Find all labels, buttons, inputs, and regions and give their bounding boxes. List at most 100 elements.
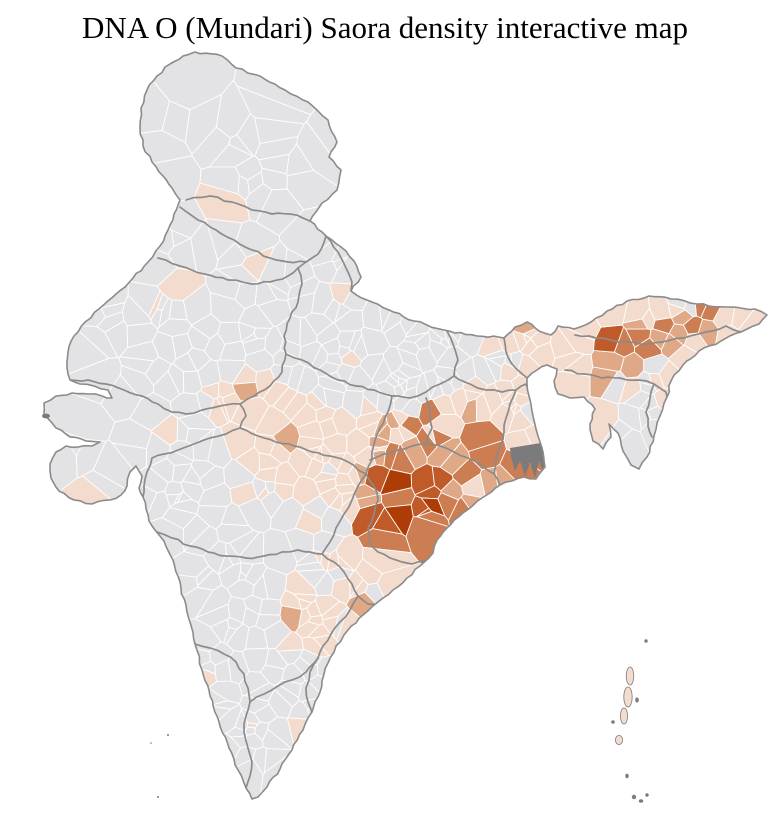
district-cell[interactable] [150,551,210,578]
district-cell[interactable] [334,483,357,495]
district-cell[interactable] [414,485,442,500]
islet[interactable] [157,796,159,798]
district-cell[interactable] [165,494,180,508]
district-cell[interactable] [520,338,538,356]
district-cell[interactable] [228,529,260,557]
district-cell[interactable] [731,168,770,331]
district-cell[interactable] [182,282,212,326]
district-cell[interactable] [215,241,247,270]
district-cell[interactable] [667,344,735,407]
district-cell[interactable] [626,44,697,310]
islet[interactable] [625,773,629,779]
district-cell[interactable] [223,626,237,645]
district-cell[interactable] [198,482,233,507]
district-cell[interactable] [294,561,325,572]
district-cell[interactable] [172,352,198,373]
islet[interactable] [631,794,637,800]
district-cell[interactable] [276,314,302,346]
district-cell[interactable] [256,486,270,501]
district-cell[interactable] [684,268,697,318]
island-district[interactable] [625,666,635,686]
district-cell[interactable] [381,221,447,334]
district-cell[interactable] [286,717,472,812]
district-cell[interactable] [277,649,304,665]
district-cell[interactable] [253,327,272,340]
district-cell[interactable] [399,220,448,336]
district-cell[interactable] [494,463,770,812]
district-cell[interactable] [435,83,489,343]
district-cell[interactable] [269,440,292,464]
district-cell[interactable] [71,324,119,359]
district-cell[interactable] [499,448,770,743]
district-cell[interactable] [30,629,211,717]
district-cell[interactable] [639,418,770,744]
district-cell[interactable] [622,237,650,324]
district-cell[interactable] [259,664,285,686]
island-district[interactable] [623,686,633,708]
district-cell[interactable] [307,674,503,743]
district-cell[interactable] [307,623,332,639]
district-cell[interactable] [700,145,770,322]
islet[interactable] [644,639,648,643]
district-cell[interactable] [398,377,407,386]
district-cell[interactable] [477,44,554,335]
district-cell[interactable] [76,438,107,479]
district-cell[interactable] [241,647,270,673]
district-cell[interactable] [331,44,612,285]
district-cell[interactable] [440,338,451,349]
district-cell[interactable] [234,282,258,310]
district-cell[interactable] [254,117,305,144]
district-cell[interactable] [499,362,519,382]
district-cell[interactable] [121,294,153,327]
district-cell[interactable] [171,463,192,484]
district-cell[interactable] [161,507,198,530]
islet[interactable] [638,799,644,803]
district-cell[interactable] [30,382,116,442]
district-cell[interactable] [30,733,241,813]
district-cell[interactable] [448,496,691,812]
district-cell[interactable] [30,475,124,689]
islet[interactable] [167,734,169,736]
district-cell[interactable] [251,574,269,600]
district-cell[interactable] [234,155,263,181]
islet[interactable] [645,793,649,797]
district-cell[interactable] [258,598,282,616]
district-cell[interactable] [376,562,770,812]
district-cell[interactable] [304,312,334,337]
district-cell[interactable] [484,357,502,383]
district-cell[interactable] [713,324,770,480]
district-cell[interactable] [227,596,247,624]
district-cell[interactable] [30,705,232,782]
district-cell[interactable] [406,374,421,391]
district-cell[interactable] [192,428,215,462]
district-cell[interactable] [119,340,160,362]
district-cell[interactable] [30,666,218,761]
district-cell[interactable] [312,471,338,483]
districts-layer[interactable] [30,44,770,812]
district-cell[interactable] [30,254,106,327]
district-cell[interactable] [56,207,175,255]
district-cell[interactable] [336,363,356,388]
island-district[interactable] [615,735,624,746]
district-cell[interactable] [545,226,602,342]
district-cell[interactable] [337,451,357,475]
district-cell[interactable] [653,387,770,461]
district-cell[interactable] [348,329,363,353]
district-cell[interactable] [279,589,302,610]
district-cell[interactable] [440,478,464,501]
district-cell[interactable] [214,659,232,682]
district-cell[interactable] [258,452,283,471]
district-cell[interactable] [380,469,413,496]
district-cell[interactable] [619,351,645,379]
district-cell[interactable] [649,328,669,351]
district-cell[interactable] [336,607,458,705]
district-cell[interactable] [30,155,202,212]
district-cell[interactable] [202,540,227,575]
district-cell[interactable] [85,221,178,287]
district-cell[interactable] [262,728,294,751]
district-cell[interactable] [389,427,405,446]
district-cell[interactable] [499,44,642,328]
district-cell[interactable] [77,517,185,609]
